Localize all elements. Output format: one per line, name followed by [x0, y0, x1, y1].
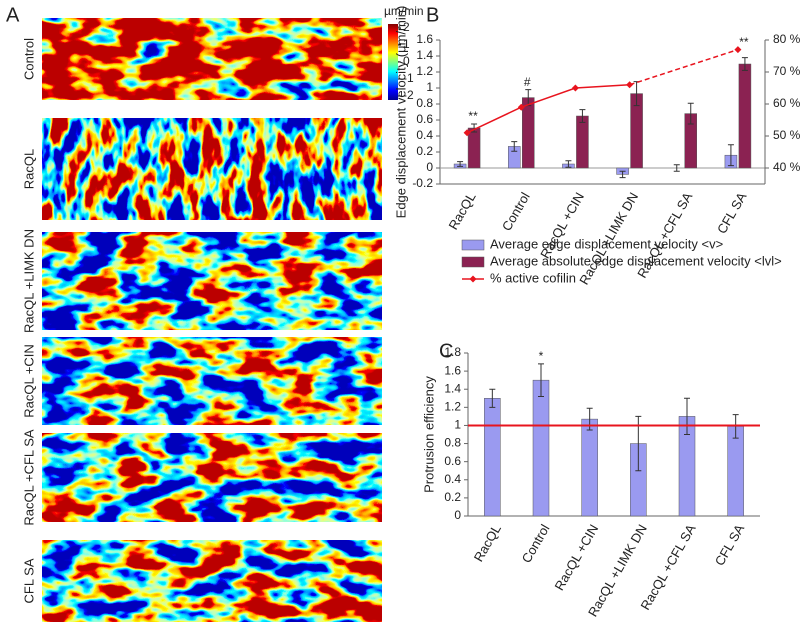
x-tick-label: RacQL: [445, 190, 478, 233]
bar: [727, 426, 744, 517]
significance: **: [468, 109, 478, 123]
error-bar: [684, 397, 690, 435]
marker: [626, 81, 634, 89]
y-tick-label: 0.4: [416, 128, 433, 142]
y-tick-label: -0.2: [412, 176, 433, 190]
error-bar: [741, 57, 748, 71]
significance: **: [739, 35, 749, 49]
row-label: Control: [21, 38, 36, 80]
x-tick-label: RacQL: [471, 522, 504, 565]
y2-tick-label: 60 %: [773, 96, 800, 110]
colorbar: [388, 24, 398, 100]
y-tick-label: 0.2: [444, 490, 461, 504]
y-tick-label: 1.4: [416, 48, 433, 62]
y-tick-label: 0.4: [444, 472, 461, 486]
error-bar: [471, 123, 478, 133]
row-label: RacQL +LIMK DN: [21, 229, 36, 333]
y-tick-label: 1: [454, 418, 461, 432]
error-bar: [511, 141, 518, 152]
marker: [734, 46, 742, 54]
y-tick-label: 1.6: [416, 32, 433, 46]
row-label: RacQL +CIN: [21, 344, 36, 418]
heatmap: [42, 337, 382, 425]
colorbar-tick-label: 0: [403, 54, 410, 68]
marker: [517, 103, 525, 111]
row-label: RacQL: [21, 149, 36, 189]
bar: [467, 127, 481, 169]
legend-label: % active cofilin: [490, 270, 576, 285]
y-tick-label: 1.8: [444, 345, 461, 359]
x-tick-label: RacQL +CIN: [551, 522, 601, 593]
heatmap: [42, 433, 382, 522]
y-tick-label: 0: [454, 508, 461, 522]
x-tick-label: CFL SA: [712, 521, 748, 568]
heatmap: [42, 540, 382, 622]
marker: [571, 84, 579, 92]
y-tick-label: 0.8: [444, 436, 461, 450]
row-label: RacQL +CFL SA: [21, 429, 36, 526]
y-tick-label: 0: [426, 160, 433, 174]
error-bar: [673, 164, 680, 172]
line-bridge: [629, 48, 739, 86]
x-tick-label: Control: [519, 522, 553, 566]
line: [467, 50, 738, 133]
y-tick-label: 0.6: [416, 112, 433, 126]
y-tick-label: 1.2: [416, 64, 433, 78]
y-tick-label: 1: [426, 80, 433, 94]
y2-tick-label: 80 %: [773, 32, 800, 46]
x-tick-label: RacQL +CFL SA: [637, 521, 698, 612]
colorbar-tick-label: -2: [403, 88, 414, 102]
y-axis-label: Protrusion efficiency: [421, 376, 436, 493]
colorbar-unit: µm/min: [384, 4, 424, 18]
row-label: CFL SA: [21, 558, 36, 603]
legend-label: Average edge displacement velocity <v>: [490, 236, 723, 251]
y-tick-label: 0.8: [416, 96, 433, 110]
error-bar: [489, 388, 496, 408]
marker: [463, 129, 471, 137]
x-tick-label: CFL SA: [714, 189, 750, 236]
error-bar: [565, 160, 572, 168]
bar: [581, 418, 598, 517]
error-bar: [687, 102, 694, 125]
legend-label: Average absolute edge displacement veloc…: [490, 253, 782, 268]
y-tick-label: 0.6: [444, 454, 461, 468]
y2-tick-label: 70 %: [773, 64, 800, 78]
legend-swatch: [461, 239, 485, 251]
panel-label: B: [426, 4, 439, 26]
bar: [484, 398, 501, 517]
heatmap: [42, 18, 382, 100]
y-tick-label: 1.6: [444, 363, 461, 377]
bar: [738, 63, 752, 169]
significance: *: [539, 349, 544, 363]
y-tick-label: 1.2: [444, 400, 461, 414]
y2-tick-label: 50 %: [773, 128, 800, 142]
legend-swatch: [469, 275, 477, 283]
bar: [576, 115, 589, 169]
legend-swatch: [461, 256, 485, 268]
bar: [532, 379, 550, 517]
heatmap: [42, 232, 382, 330]
x-tick-label: Control: [499, 190, 533, 234]
colorbar-tick-label: -1: [403, 71, 414, 85]
panel-label: A: [6, 4, 20, 26]
heatmap: [42, 118, 382, 220]
y-tick-label: 1.4: [444, 381, 461, 395]
colorbar-tick-label: 1: [403, 37, 410, 51]
bar: [522, 97, 535, 169]
significance: #: [524, 75, 531, 89]
error-bar: [538, 363, 544, 397]
y2-tick-label: 40 %: [773, 160, 800, 174]
y-tick-label: 0.2: [416, 144, 433, 158]
error-bar: [727, 144, 734, 167]
panel-label: C: [439, 340, 453, 362]
error-bar: [457, 161, 464, 167]
colorbar-tick-label: 2: [403, 20, 410, 34]
y-axis-label: Edge displacement velocity (µm/min): [393, 6, 408, 219]
error-bar: [619, 170, 626, 179]
error-bar: [579, 109, 586, 123]
